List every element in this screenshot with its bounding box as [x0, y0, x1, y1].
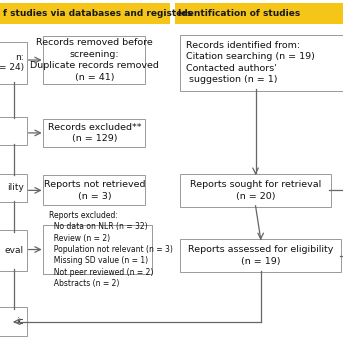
- FancyBboxPatch shape: [43, 225, 152, 274]
- Text: Records identified from:
Citation searching (n = 19)
Contacted authors'
 suggest: Records identified from: Citation search…: [186, 41, 315, 84]
- Text: Reports excluded:
  No data on NLR (n = 32)
  Review (n = 2)
  Population not re: Reports excluded: No data on NLR (n = 32…: [49, 211, 173, 288]
- FancyBboxPatch shape: [0, 174, 27, 202]
- FancyBboxPatch shape: [0, 117, 27, 145]
- Text: eval: eval: [5, 246, 24, 255]
- FancyBboxPatch shape: [180, 174, 331, 207]
- Text: ic: ic: [16, 317, 24, 326]
- FancyBboxPatch shape: [0, 307, 27, 336]
- Text: Reports sought for retrieval
(n = 20): Reports sought for retrieval (n = 20): [190, 180, 321, 201]
- Text: f studies via databases and registers: f studies via databases and registers: [3, 9, 193, 18]
- FancyBboxPatch shape: [43, 119, 145, 147]
- FancyBboxPatch shape: [43, 175, 145, 205]
- FancyBboxPatch shape: [0, 42, 27, 84]
- FancyBboxPatch shape: [0, 3, 170, 24]
- Text: ility: ility: [7, 183, 24, 192]
- Text: Reports assessed for eligibility
(n = 19): Reports assessed for eligibility (n = 19…: [188, 245, 333, 266]
- FancyBboxPatch shape: [43, 36, 145, 84]
- Text: Records excluded**
(n = 129): Records excluded** (n = 129): [48, 123, 141, 143]
- FancyBboxPatch shape: [0, 230, 27, 271]
- FancyBboxPatch shape: [180, 35, 343, 91]
- Text: n:
= 24): n: = 24): [0, 53, 24, 72]
- FancyBboxPatch shape: [180, 239, 341, 272]
- Text: Reports not retrieved
(n = 3): Reports not retrieved (n = 3): [44, 180, 145, 201]
- FancyBboxPatch shape: [175, 3, 343, 24]
- Text: Records removed before
screening:
Duplicate records removed
(n = 41): Records removed before screening: Duplic…: [30, 38, 159, 82]
- Text: Identification of studies: Identification of studies: [178, 9, 300, 18]
